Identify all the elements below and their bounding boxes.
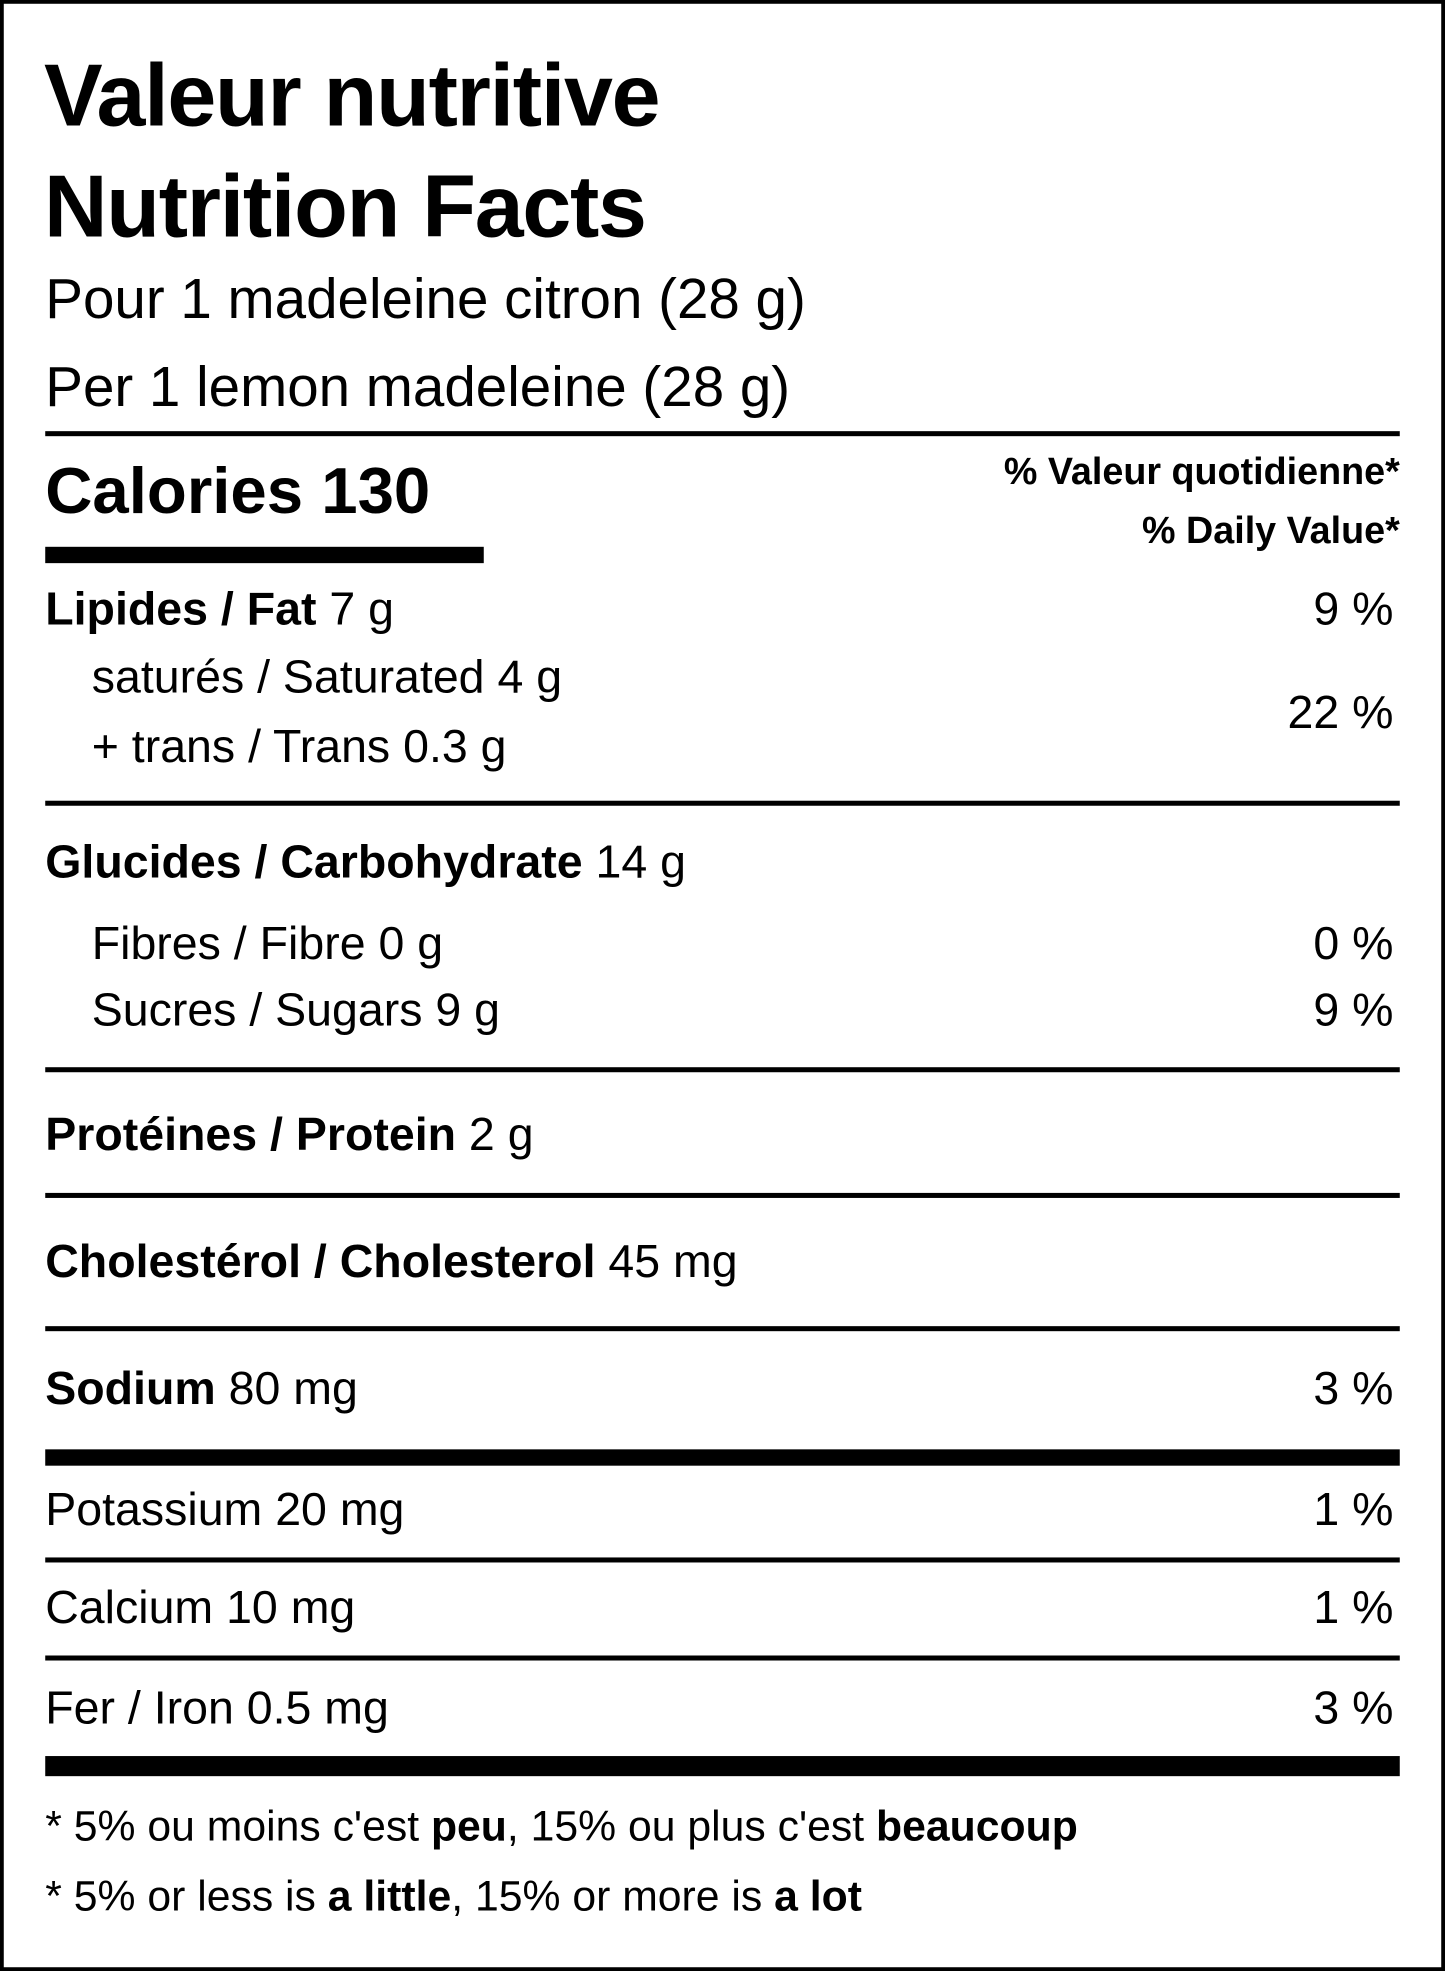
fibre-dv: 0 % — [1313, 917, 1394, 970]
trans-row: + trans / Trans 0.3 g — [91, 720, 507, 772]
fat-dv: 9 % — [1313, 583, 1394, 635]
divider — [45, 1326, 1400, 1332]
carb-amount: 14 g — [582, 835, 687, 888]
cholesterol-label: Cholestérol / Cholesterol — [45, 1235, 596, 1288]
serving-size-en: Per 1 lemon madeleine (28 g) — [45, 354, 791, 419]
footnote-text: * 5% or less is — [45, 1872, 328, 1921]
title-en: Nutrition Facts — [43, 157, 647, 256]
iron-dv: 3 % — [1313, 1681, 1394, 1734]
calories: Calories 130 — [45, 455, 431, 528]
carb-label: Glucides / Carbohydrate — [45, 835, 583, 888]
footnote-bold: a little — [327, 1872, 452, 1921]
potassium-dv: 1 % — [1313, 1483, 1394, 1535]
sodium-row: Sodium 80 mg — [45, 1365, 358, 1412]
thick-divider — [45, 1756, 1400, 1777]
divider — [45, 800, 1400, 806]
footnote-text: , 15% ou plus c'est — [506, 1802, 877, 1851]
divider — [45, 1557, 1400, 1563]
sodium-dv: 3 % — [1313, 1362, 1394, 1415]
divider — [45, 431, 1400, 437]
footnote-fr: * 5% ou moins c'est peu, 15% ou plus c'e… — [45, 1805, 1078, 1848]
divider — [45, 1067, 1400, 1073]
footnote-bold: beaucoup — [876, 1802, 1078, 1851]
footnote-bold: a lot — [774, 1872, 862, 1921]
potassium-row: Potassium 20 mg — [45, 1483, 405, 1535]
divider — [45, 1192, 1400, 1198]
daily-value-header-en: % Daily Value* — [1142, 510, 1400, 552]
fat-row: Lipides / Fat 7 g — [45, 586, 394, 633]
iron-row: Fer / Iron 0.5 mg — [45, 1681, 389, 1734]
calcium-row: Calcium 10 mg — [45, 1581, 356, 1633]
protein-amount: 2 g — [456, 1108, 534, 1161]
sodium-amount: 80 mg — [215, 1362, 358, 1415]
cholesterol-row: Cholestérol / Cholesterol 45 mg — [45, 1238, 737, 1285]
daily-value-header-fr: % Valeur quotidienne* — [1003, 451, 1400, 493]
calories-bar — [45, 546, 484, 564]
footnote-bold: peu — [430, 1802, 507, 1851]
fat-amount: 7 g — [316, 583, 395, 635]
footnote-en: * 5% or less is a little, 15% or more is… — [45, 1875, 862, 1918]
protein-label: Protéines / Protein — [45, 1108, 457, 1161]
cholesterol-amount: 45 mg — [595, 1235, 738, 1288]
sat-trans-dv: 22 % — [1287, 686, 1394, 738]
calcium-dv: 1 % — [1313, 1581, 1394, 1633]
serving-size-fr: Pour 1 madeleine citron (28 g) — [45, 266, 806, 331]
thick-divider — [45, 1449, 1400, 1466]
divider — [45, 1655, 1400, 1661]
carb-row: Glucides / Carbohydrate 14 g — [45, 838, 686, 885]
footnote-text: * 5% ou moins c'est — [45, 1802, 431, 1851]
protein-row: Protéines / Protein 2 g — [45, 1111, 533, 1158]
title-fr: Valeur nutritive — [43, 46, 661, 145]
sodium-label: Sodium — [45, 1362, 216, 1415]
fat-label: Lipides / Fat — [45, 583, 317, 635]
footnote-text: , 15% or more is — [451, 1872, 775, 1921]
sugars-dv: 9 % — [1313, 984, 1394, 1036]
fibre-row: Fibres / Fibre 0 g — [91, 917, 444, 970]
saturated-row: saturés / Saturated 4 g — [91, 651, 563, 703]
sugars-row: Sucres / Sugars 9 g — [91, 984, 501, 1036]
